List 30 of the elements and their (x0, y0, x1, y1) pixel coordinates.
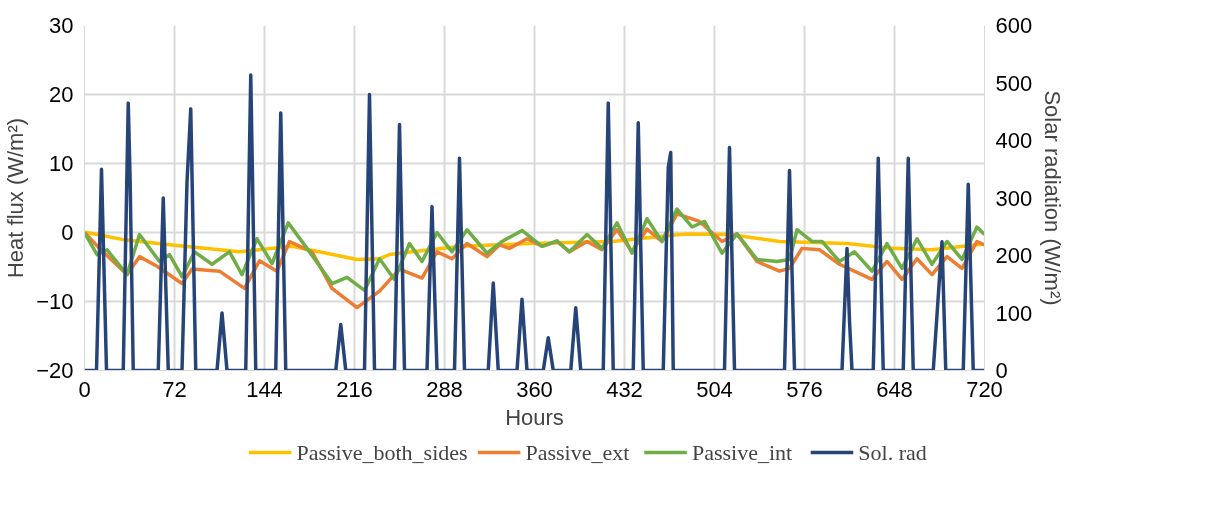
y2-tick-label: 500 (995, 70, 1033, 96)
x-tick-label: 504 (696, 376, 733, 402)
y-tick-label: −10 (36, 289, 74, 314)
x-axis-title: Hours (505, 404, 564, 430)
y-tick-label: 20 (49, 82, 74, 107)
legend-label: Sol. rad (858, 440, 927, 465)
y2-tick-label: 0 (995, 358, 1008, 383)
y2-tick-label: 400 (995, 128, 1033, 153)
legend-label: Passive_both_sides (296, 440, 468, 465)
y-tick-label: 0 (61, 220, 74, 245)
y-axis-title: Heat flux (W/m²) (3, 117, 29, 279)
x-tick-label: 432 (606, 376, 643, 402)
x-tick-label: 216 (336, 376, 373, 402)
legend-label: Passive_int (691, 440, 793, 465)
x-tick-label: 648 (876, 376, 913, 402)
y2-tick-label: 200 (995, 243, 1033, 268)
y2-tick-label: 100 (995, 300, 1033, 326)
y2-tick-label: 300 (995, 185, 1033, 211)
x-tick-label: 0 (78, 376, 91, 402)
y2-axis-title: Solar radiation (W/m²) (1040, 90, 1066, 306)
x-tick-label: 360 (516, 376, 553, 402)
y-tick-label: 30 (49, 13, 74, 38)
x-tick-label: 144 (246, 376, 283, 402)
y-tick-label: −20 (36, 358, 74, 383)
x-tick-label: 72 (162, 376, 187, 402)
y-tick-label: 10 (49, 151, 74, 176)
x-tick-label: 288 (426, 376, 463, 402)
y2-tick-label: 600 (995, 13, 1033, 38)
x-tick-label: 576 (786, 376, 823, 402)
legend-label: Passive_ext (525, 440, 630, 465)
